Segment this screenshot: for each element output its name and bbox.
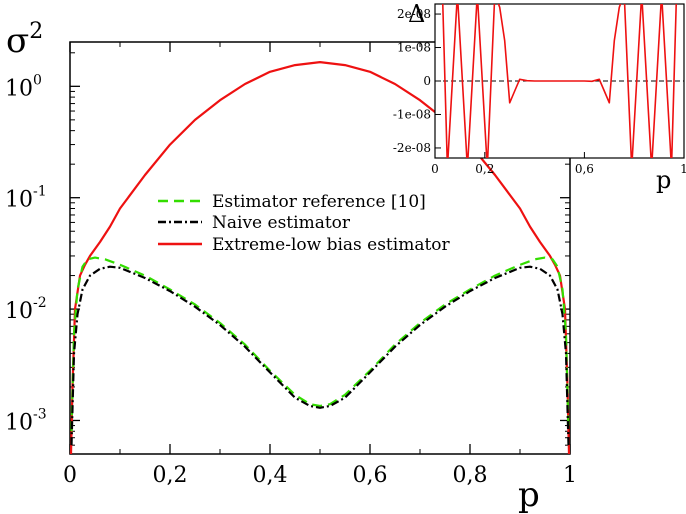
main-x-tick-label: 0,4 [253,463,288,488]
main-x-tick-label: 0 [63,463,77,488]
main-y-tick-exponent: -3 [33,406,47,422]
main-y-axis-label: σ2 [6,19,43,61]
main-x-tick-label: 0,2 [153,463,188,488]
main-y-tick-mantissa: 10 [5,76,33,101]
main-y-tick-mantissa: 10 [5,410,33,435]
main-y-tick-label: 10-1 [5,184,47,213]
inset-x-tick-label: 0,6 [575,162,594,176]
inset-series-line [441,4,678,158]
inset-x-tick-label: 0 [431,162,439,176]
main-x-tick-labels: 0 0,2 0,4 0,6 0,8 1 [63,463,577,488]
legend-label: Naive estimator [212,213,351,233]
main-x-tick-label: 1 [563,463,577,488]
main-y-tick-mantissa: 10 [5,299,33,324]
inset-y-tick-label: -2e-08 [393,141,431,155]
main-y-tick-exponent: 0 [33,72,42,88]
main-series-line [70,256,570,432]
inset-y-tick-label: 1e-08 [397,41,431,55]
inset-x-tick-label: 1 [680,162,686,176]
legend: Estimator reference [10]Naive estimatorE… [158,192,451,255]
main-y-tick-label: 100 [5,72,42,101]
main-y-tick-exponent: -1 [33,184,47,200]
main-y-tick-label: 10-3 [5,406,47,435]
main-y-tick-mantissa: 10 [5,188,33,213]
main-x-tick-label: 0,8 [453,463,488,488]
main-y-axis-label-exp: 2 [29,19,43,44]
main-x-tick-label: 0,6 [353,463,388,488]
legend-label: Estimator reference [10] [212,192,426,212]
main-series-line [70,265,570,446]
legend-label: Extreme-low bias estimator [212,235,451,255]
main-y-tick-label: 10-2 [5,295,47,324]
inset-x-tick-label: 0,2 [475,162,494,176]
inset-y-tick-label: 2e-08 [397,7,431,21]
inset-series-group [441,4,678,158]
inset-x-axis-label: p [656,166,671,194]
main-series-line [69,60,571,455]
main-x-axis-label: p [518,475,540,514]
inset-y-tick-label: -1e-08 [393,107,431,121]
inset-y-tick-label: 0 [423,74,431,88]
main-y-tick-exponent: -2 [33,295,47,311]
main-series-group [69,60,571,455]
inset-y-axis-label: Δ [408,0,425,28]
